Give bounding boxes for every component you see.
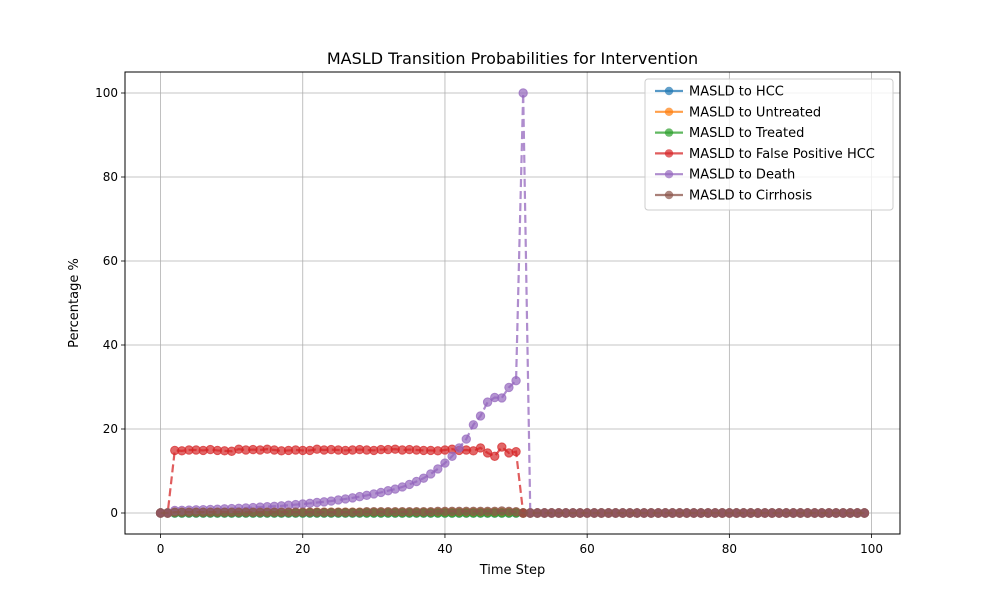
legend-marker bbox=[664, 86, 674, 96]
legend-item: MASLD to Untreated bbox=[655, 105, 821, 120]
y-tick-label: 40 bbox=[103, 338, 118, 352]
plot-area bbox=[155, 88, 870, 518]
legend-item: MASLD to Treated bbox=[655, 126, 804, 141]
y-axis-title: Percentage % bbox=[67, 258, 82, 348]
y-tick-label: 100 bbox=[95, 86, 118, 100]
data-point bbox=[475, 411, 486, 421]
data-point bbox=[497, 442, 507, 452]
legend-box bbox=[644, 78, 894, 211]
legend-label: MASLD to Untreated bbox=[689, 105, 821, 120]
data-point bbox=[511, 446, 521, 457]
x-tick-label: 100 bbox=[860, 542, 883, 556]
data-point bbox=[454, 443, 464, 453]
data-point bbox=[468, 420, 479, 430]
legend-marker bbox=[664, 149, 674, 158]
y-tick-label: 0 bbox=[110, 506, 118, 520]
legend-item: MASLD to Death bbox=[655, 168, 795, 183]
legend-marker bbox=[664, 170, 674, 179]
legend-marker bbox=[664, 107, 674, 117]
legend-item: MASLD to False Positive HCC bbox=[655, 147, 875, 162]
legend-label: MASLD to Treated bbox=[689, 126, 804, 141]
x-axis-title: Time Step bbox=[479, 563, 546, 578]
legend-label: MASLD to Cirrhosis bbox=[689, 189, 812, 204]
legend-label: MASLD to Death bbox=[689, 168, 795, 183]
legend-label: MASLD to False Positive HCC bbox=[689, 147, 875, 162]
axis-ticks: 0 20 40 60 80 100 0 20 40 60 80 100 bbox=[95, 86, 883, 556]
y-tick-label: 20 bbox=[103, 422, 118, 436]
data-point bbox=[859, 508, 870, 518]
series-line-masld-to-death bbox=[160, 92, 865, 515]
data-point bbox=[433, 464, 443, 474]
x-tick-label: 20 bbox=[295, 542, 310, 556]
data-point bbox=[511, 376, 521, 386]
y-tick-label: 60 bbox=[103, 254, 118, 268]
legend-item: MASLD to Cirrhosis bbox=[655, 189, 812, 204]
data-point bbox=[447, 451, 457, 461]
chart-title: MASLD Transition Probabilities for Inter… bbox=[327, 49, 698, 68]
y-tick-label: 80 bbox=[103, 170, 118, 184]
plot-frame bbox=[124, 71, 901, 535]
legend-label: MASLD to HCC bbox=[689, 85, 784, 100]
data-point bbox=[440, 458, 450, 468]
data-point bbox=[518, 88, 528, 98]
x-tick-label: 0 bbox=[157, 542, 165, 556]
legend: MASLD to HCC MASLD to Untreated MASLD to T… bbox=[644, 78, 894, 211]
data-point bbox=[490, 451, 500, 461]
data-point bbox=[504, 382, 514, 393]
x-tick-label: 80 bbox=[722, 542, 737, 556]
data-point bbox=[475, 443, 486, 453]
data-point bbox=[461, 434, 471, 444]
data-point bbox=[497, 393, 507, 403]
legend-item: MASLD to HCC bbox=[655, 85, 784, 100]
data-point bbox=[482, 397, 493, 407]
data-point bbox=[426, 469, 436, 479]
legend-marker bbox=[664, 190, 674, 200]
x-tick-label: 40 bbox=[437, 542, 452, 556]
x-tick-label: 60 bbox=[580, 542, 595, 556]
data-point bbox=[418, 473, 429, 483]
series-masld-to-cirrhosis bbox=[155, 506, 870, 518]
legend-marker bbox=[664, 128, 674, 137]
